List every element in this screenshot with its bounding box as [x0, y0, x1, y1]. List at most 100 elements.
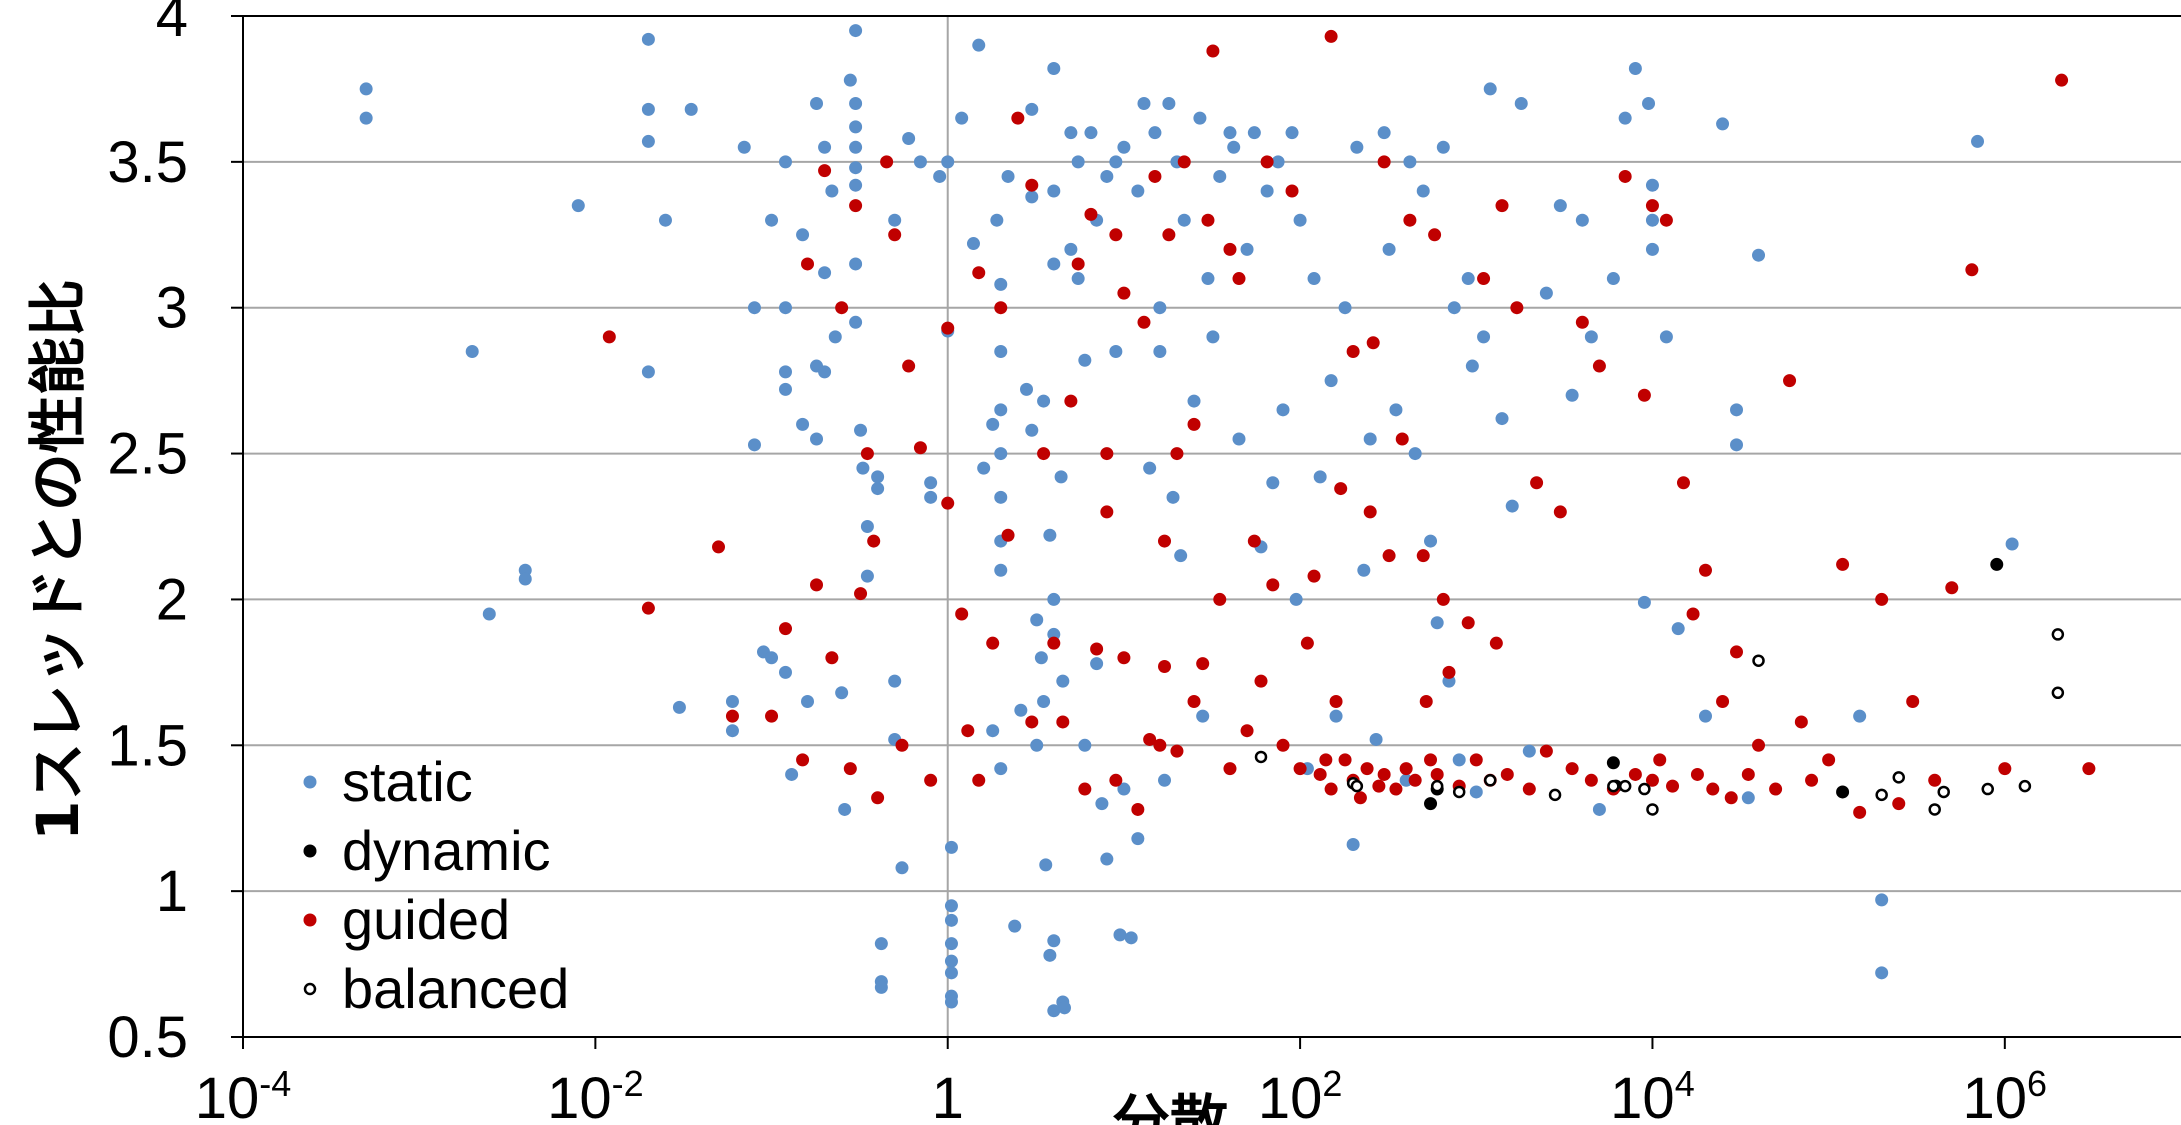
point-static	[874, 980, 888, 994]
point-guided	[1575, 315, 1589, 329]
point-static	[994, 277, 1008, 291]
point-guided	[641, 601, 655, 615]
point-guided	[1131, 802, 1145, 816]
legend-label: dynamic	[342, 819, 551, 882]
point-guided	[1389, 782, 1403, 796]
point-guided	[1170, 447, 1184, 461]
point-guided	[1084, 207, 1098, 221]
point-guided	[1078, 782, 1092, 796]
point-static	[888, 674, 902, 688]
point-static	[1452, 753, 1466, 767]
point-static	[902, 132, 916, 146]
point-guided	[602, 330, 616, 344]
point-guided	[1419, 695, 1433, 709]
point-guided	[924, 773, 938, 787]
point-guided	[1324, 29, 1338, 43]
point-guided	[972, 266, 986, 280]
point-static	[871, 470, 885, 484]
x-axis-title: 分散	[1112, 1088, 1228, 1125]
data-points	[359, 24, 2096, 1018]
point-static	[849, 315, 863, 329]
point-guided	[1399, 762, 1413, 776]
point-static	[658, 213, 672, 227]
point-guided	[1206, 44, 1220, 58]
x-tick-label: 1	[932, 1066, 964, 1125]
point-guided	[1329, 695, 1343, 709]
point-static	[1436, 140, 1450, 154]
point-static	[1153, 344, 1167, 358]
point-guided	[1416, 549, 1430, 563]
point-static	[1227, 140, 1241, 154]
point-guided	[1232, 272, 1246, 286]
point-guided	[1666, 779, 1680, 793]
point-guided	[1056, 715, 1070, 729]
point-guided	[1686, 607, 1700, 621]
point-static	[944, 913, 958, 927]
point-balanced	[1752, 654, 1765, 667]
point-guided	[1442, 665, 1456, 679]
point-guided	[972, 773, 986, 787]
point-guided	[1158, 534, 1172, 548]
point-static	[1642, 97, 1656, 111]
point-static	[1539, 286, 1553, 300]
point-static	[1143, 461, 1157, 475]
point-guided	[1213, 592, 1227, 606]
point-static	[1124, 931, 1138, 945]
point-guided	[1137, 315, 1151, 329]
point-balanced	[1875, 788, 1888, 802]
point-guided	[1011, 111, 1025, 125]
point-guided	[1338, 753, 1352, 767]
point-static	[1659, 330, 1673, 344]
point-static	[1047, 592, 1061, 606]
point-static	[994, 762, 1008, 776]
point-static	[994, 563, 1008, 577]
point-static	[725, 724, 739, 738]
point-guided	[843, 762, 857, 776]
point-guided	[1539, 744, 1553, 758]
point-guided	[961, 724, 975, 738]
x-tick-labels: 10-4 10-2 1 102 104 106	[195, 1063, 2047, 1125]
point-guided	[1510, 301, 1524, 315]
point-balanced	[1430, 779, 1444, 793]
point-static	[966, 237, 980, 251]
point-static	[641, 134, 655, 148]
point-guided	[986, 636, 1000, 650]
point-static	[1447, 301, 1461, 315]
point-static	[1730, 403, 1744, 417]
point-static	[849, 257, 863, 271]
point-static	[944, 966, 958, 980]
point-static	[810, 97, 824, 111]
point-guided	[1495, 199, 1509, 213]
point-balanced	[1483, 774, 1497, 787]
point-guided	[2055, 73, 2069, 87]
point-guided	[1196, 657, 1210, 671]
point-static	[1071, 155, 1085, 169]
point-static	[1522, 744, 1536, 758]
point-guided	[810, 578, 824, 592]
point-guided	[1201, 213, 1215, 227]
point-static	[1698, 709, 1712, 723]
point-static	[1057, 1001, 1071, 1015]
point-static	[1285, 126, 1299, 140]
legend-item-static: static	[303, 750, 473, 813]
point-guided	[1372, 779, 1386, 793]
point-guided	[1025, 178, 1039, 192]
legend-marker	[303, 844, 317, 858]
point-guided	[1319, 753, 1333, 767]
point-balanced	[1607, 779, 1620, 793]
point-static	[1095, 797, 1109, 811]
point-guided	[1064, 394, 1078, 408]
point-guided	[1266, 578, 1280, 592]
point-guided	[1109, 773, 1123, 787]
point-static	[860, 520, 874, 533]
point-static	[1047, 184, 1061, 198]
point-guided	[1500, 767, 1514, 781]
point-static	[1266, 476, 1280, 490]
point-guided	[1752, 738, 1766, 752]
point-static	[1064, 242, 1078, 256]
point-balanced	[1638, 782, 1651, 796]
series-balanced	[1254, 628, 2065, 816]
point-static	[747, 301, 761, 315]
point-guided	[1430, 767, 1444, 781]
